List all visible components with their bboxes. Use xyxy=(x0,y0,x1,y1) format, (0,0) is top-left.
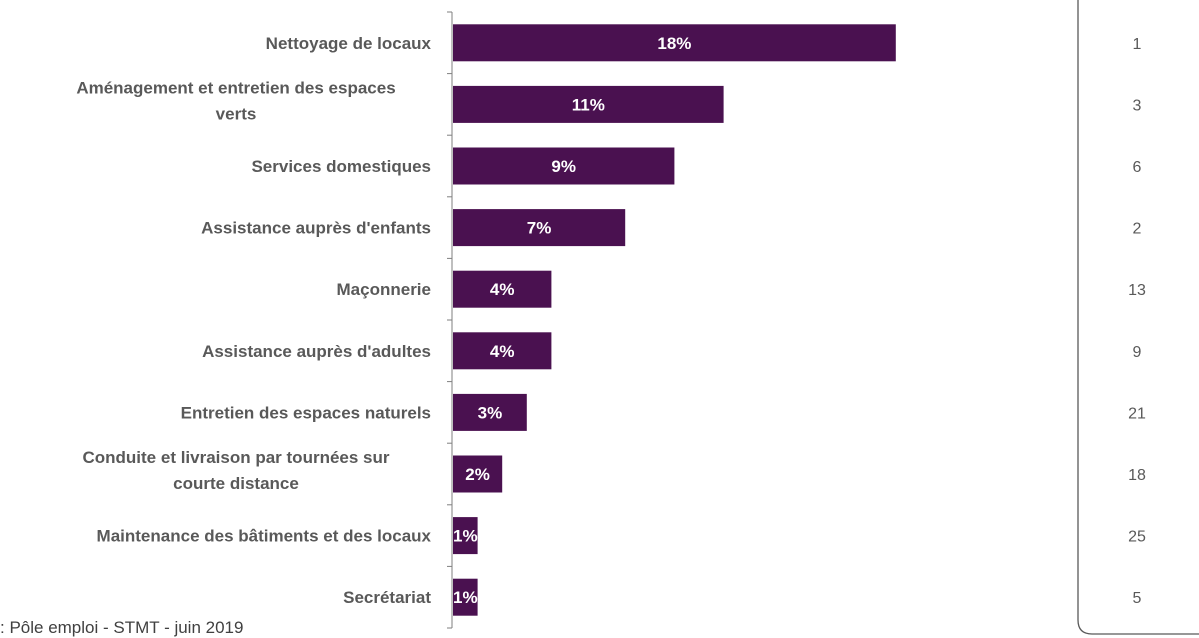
category-label: Maçonnerie xyxy=(337,280,431,299)
category-label: Entretien des espaces naturels xyxy=(181,403,431,422)
rank-value: 1 xyxy=(1133,36,1142,53)
category-label: Assistance auprès d'adultes xyxy=(202,342,431,361)
category-label: Services domestiques xyxy=(251,157,431,176)
bar xyxy=(453,209,626,247)
category-label: Nettoyage de locaux xyxy=(266,34,432,53)
bars-group: 18% 11% 9% 7% 4% 4% 3% 2% 1% 1% xyxy=(453,24,896,616)
bar xyxy=(453,85,724,123)
bar-value-label: 18% xyxy=(657,34,691,53)
bar-value-label: 3% xyxy=(478,403,503,422)
bar xyxy=(453,147,675,185)
source-note: : Pôle emploi - STMT - juin 2019 xyxy=(0,618,244,637)
category-label-line: Maintenance des bâtiments et des locaux xyxy=(97,527,432,546)
category-label: Conduite et livraison par tournées sur co… xyxy=(82,448,389,493)
category-label: Assistance auprès d'enfants xyxy=(201,219,431,238)
category-label-line: Conduite et livraison par tournées sur xyxy=(82,448,389,467)
bar-value-label: 1% xyxy=(453,588,478,607)
rank-value: 6 xyxy=(1133,159,1142,176)
bar-value-label: 4% xyxy=(490,280,515,299)
rank-value: 5 xyxy=(1133,590,1142,607)
category-label-line: Secrétariat xyxy=(343,588,431,607)
bar-value-label: 11% xyxy=(572,95,605,114)
rank-value: 21 xyxy=(1128,405,1146,422)
rank-value: 13 xyxy=(1128,282,1146,299)
bar xyxy=(453,517,478,555)
bar xyxy=(453,455,503,493)
rank-panel-border xyxy=(1077,0,1199,635)
category-label-line: Services domestiques xyxy=(251,157,431,176)
category-label-line: Assistance auprès d'enfants xyxy=(201,219,431,238)
bar xyxy=(453,393,527,431)
bar xyxy=(453,332,552,370)
category-label-line: Assistance auprès d'adultes xyxy=(202,342,431,361)
category-label-line: Entretien des espaces naturels xyxy=(181,403,431,422)
category-label-line: Nettoyage de locaux xyxy=(266,34,432,53)
rank-value: 2 xyxy=(1133,221,1142,238)
category-label-line: verts xyxy=(216,104,257,123)
category-label-line: Aménagement et entretien des espaces xyxy=(76,78,395,97)
bar-value-label: 4% xyxy=(490,342,515,361)
category-axis xyxy=(447,11,453,629)
category-label-line: Maçonnerie xyxy=(337,280,431,299)
bar xyxy=(453,270,552,308)
rank-value: 18 xyxy=(1128,467,1146,484)
category-label-line: courte distance xyxy=(173,474,299,493)
category-label: Secrétariat xyxy=(343,588,431,607)
category-labels-group: Nettoyage de locaux Aménagement et entret… xyxy=(76,34,431,607)
bar-value-label: 7% xyxy=(527,219,552,238)
bar-value-label: 2% xyxy=(465,465,490,484)
bar xyxy=(453,578,478,616)
bar-value-label: 1% xyxy=(453,527,478,546)
category-label: Maintenance des bâtiments et des locaux xyxy=(97,527,432,546)
rank-value: 9 xyxy=(1133,344,1142,361)
rank-value: 3 xyxy=(1133,97,1142,114)
bar xyxy=(453,24,896,62)
bar-value-label: 9% xyxy=(551,157,576,176)
category-label: Aménagement et entretien des espaces vert… xyxy=(76,78,395,123)
rank-value: 25 xyxy=(1128,529,1146,546)
